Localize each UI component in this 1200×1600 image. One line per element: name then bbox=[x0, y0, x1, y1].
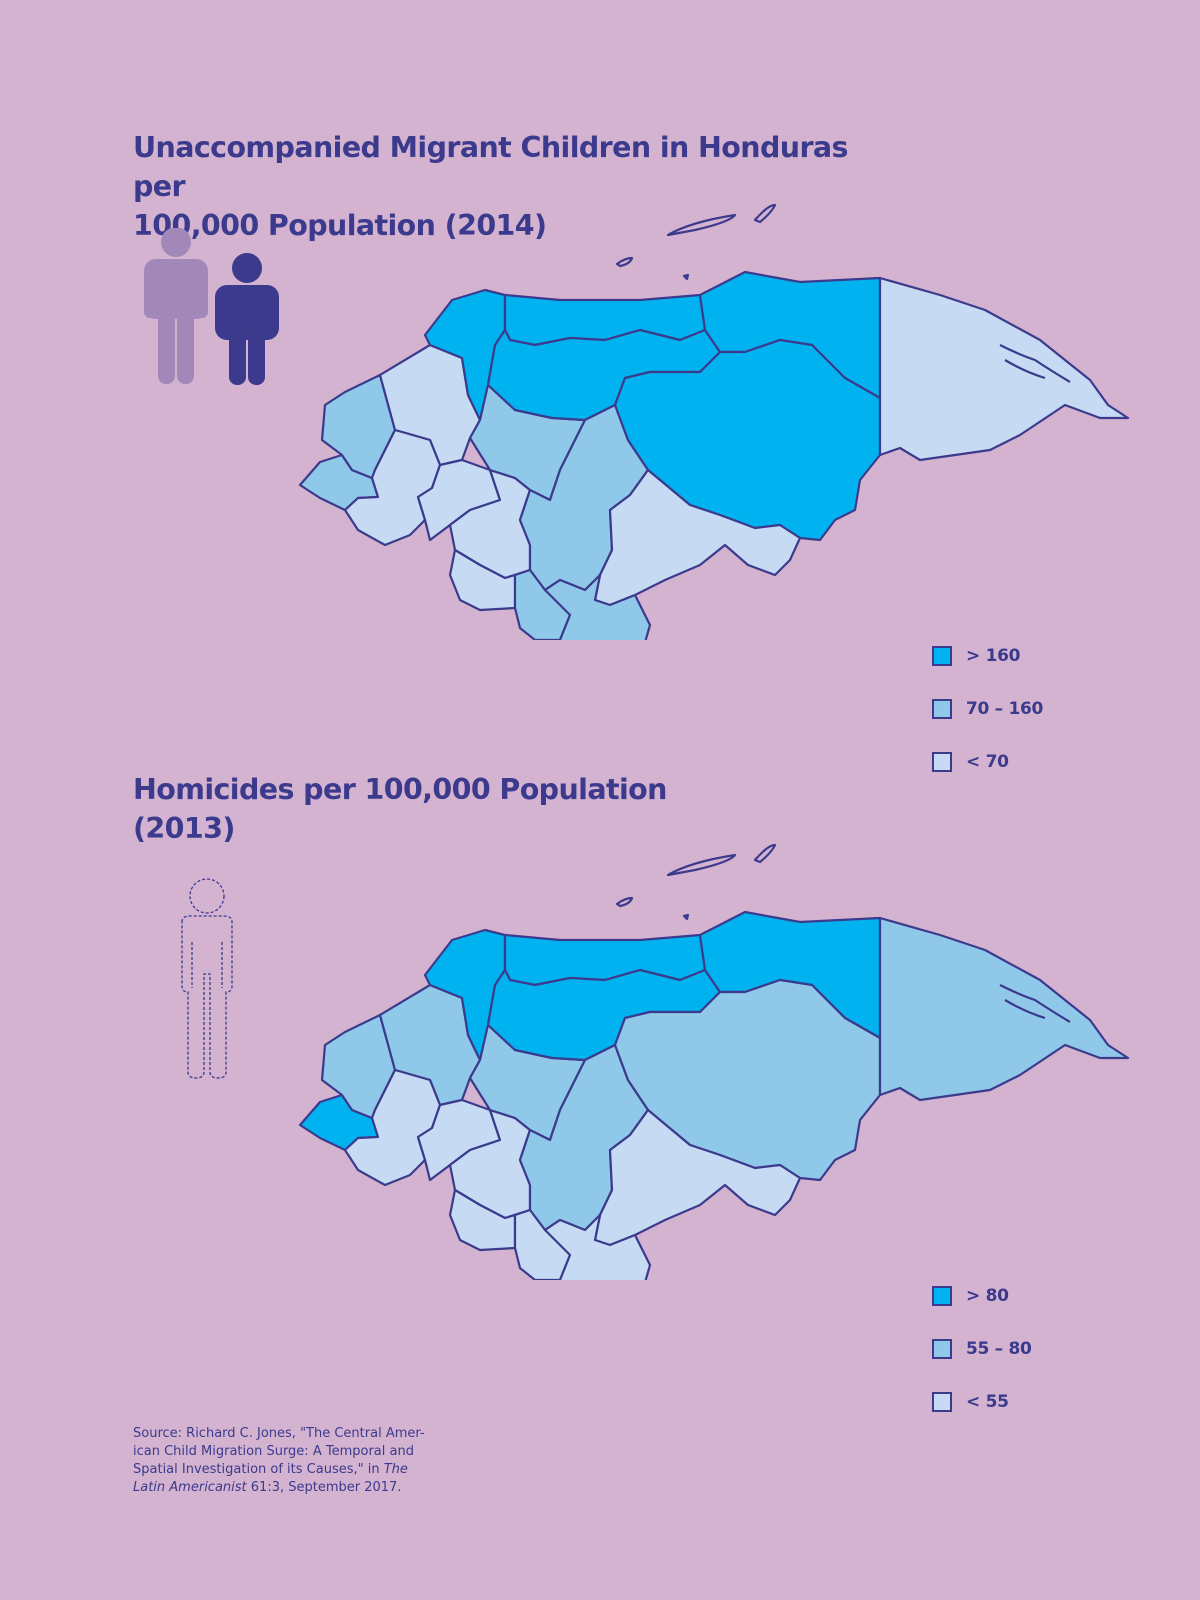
island-2 bbox=[615, 896, 634, 908]
legend-item-high: > 80 bbox=[932, 1286, 1092, 1308]
legend-swatch bbox=[932, 1392, 952, 1412]
island-2 bbox=[615, 256, 634, 268]
legend-swatch bbox=[932, 699, 952, 719]
dashed-person-outline-icon bbox=[181, 878, 233, 1079]
legend-swatch bbox=[932, 1339, 952, 1359]
person-figure-light bbox=[144, 228, 208, 384]
island-3 bbox=[682, 913, 690, 921]
island-1 bbox=[753, 203, 777, 224]
legend-label: < 70 bbox=[966, 752, 1009, 772]
legend-label: > 160 bbox=[966, 646, 1021, 666]
lagoon-lines bbox=[999, 984, 1071, 1023]
island-0 bbox=[666, 853, 737, 877]
legend-swatch bbox=[932, 752, 952, 772]
island-3 bbox=[682, 273, 690, 281]
legend-item-high: > 160 bbox=[932, 646, 1092, 668]
region-gracias-a-dios bbox=[878, 916, 1130, 1102]
region-atlantida bbox=[503, 293, 707, 347]
honduras-map-homicides bbox=[298, 843, 1130, 1280]
region-atlantida bbox=[503, 933, 707, 987]
legend-label: 70 – 160 bbox=[966, 699, 1044, 719]
source-text: Source: Richard C. Jones, "The Central A… bbox=[133, 1426, 425, 1477]
region-el-paraiso bbox=[593, 1108, 802, 1247]
legend-swatch bbox=[932, 646, 952, 666]
honduras-map-migrant-children bbox=[298, 203, 1130, 640]
map-title-migrant-children: Unaccompanied Migrant Children in Hondur… bbox=[133, 131, 849, 242]
region-choluteca bbox=[543, 1213, 652, 1280]
legend-label: < 55 bbox=[966, 1392, 1009, 1412]
region-el-paraiso bbox=[593, 468, 802, 607]
legend-swatch bbox=[932, 1286, 952, 1306]
source-journal: The Latin Americanist bbox=[133, 1462, 408, 1495]
lagoon-lines bbox=[999, 344, 1071, 383]
map-title-homicides: Homicides per 100,000 Population (2013) bbox=[133, 773, 667, 845]
source-citation: Source: Richard C. Jones, "The Central A… bbox=[133, 1425, 443, 1497]
island-0 bbox=[666, 213, 737, 237]
legend-item-mid: 55 – 80 bbox=[932, 1339, 1092, 1361]
region-gracias-a-dios bbox=[878, 276, 1130, 462]
legend-label: > 80 bbox=[966, 1286, 1009, 1306]
region-choluteca bbox=[543, 573, 652, 640]
island-1 bbox=[753, 843, 777, 864]
person-figure-dark bbox=[215, 253, 279, 385]
legend-item-low: < 55 bbox=[932, 1392, 1092, 1414]
source-text-end: 61:3, September 2017. bbox=[246, 1480, 402, 1495]
legend-label: 55 – 80 bbox=[966, 1339, 1032, 1359]
legend-item-low: < 70 bbox=[932, 752, 1092, 774]
legend-item-mid: 70 – 160 bbox=[932, 699, 1092, 721]
two-person-figures-icon bbox=[144, 228, 279, 385]
